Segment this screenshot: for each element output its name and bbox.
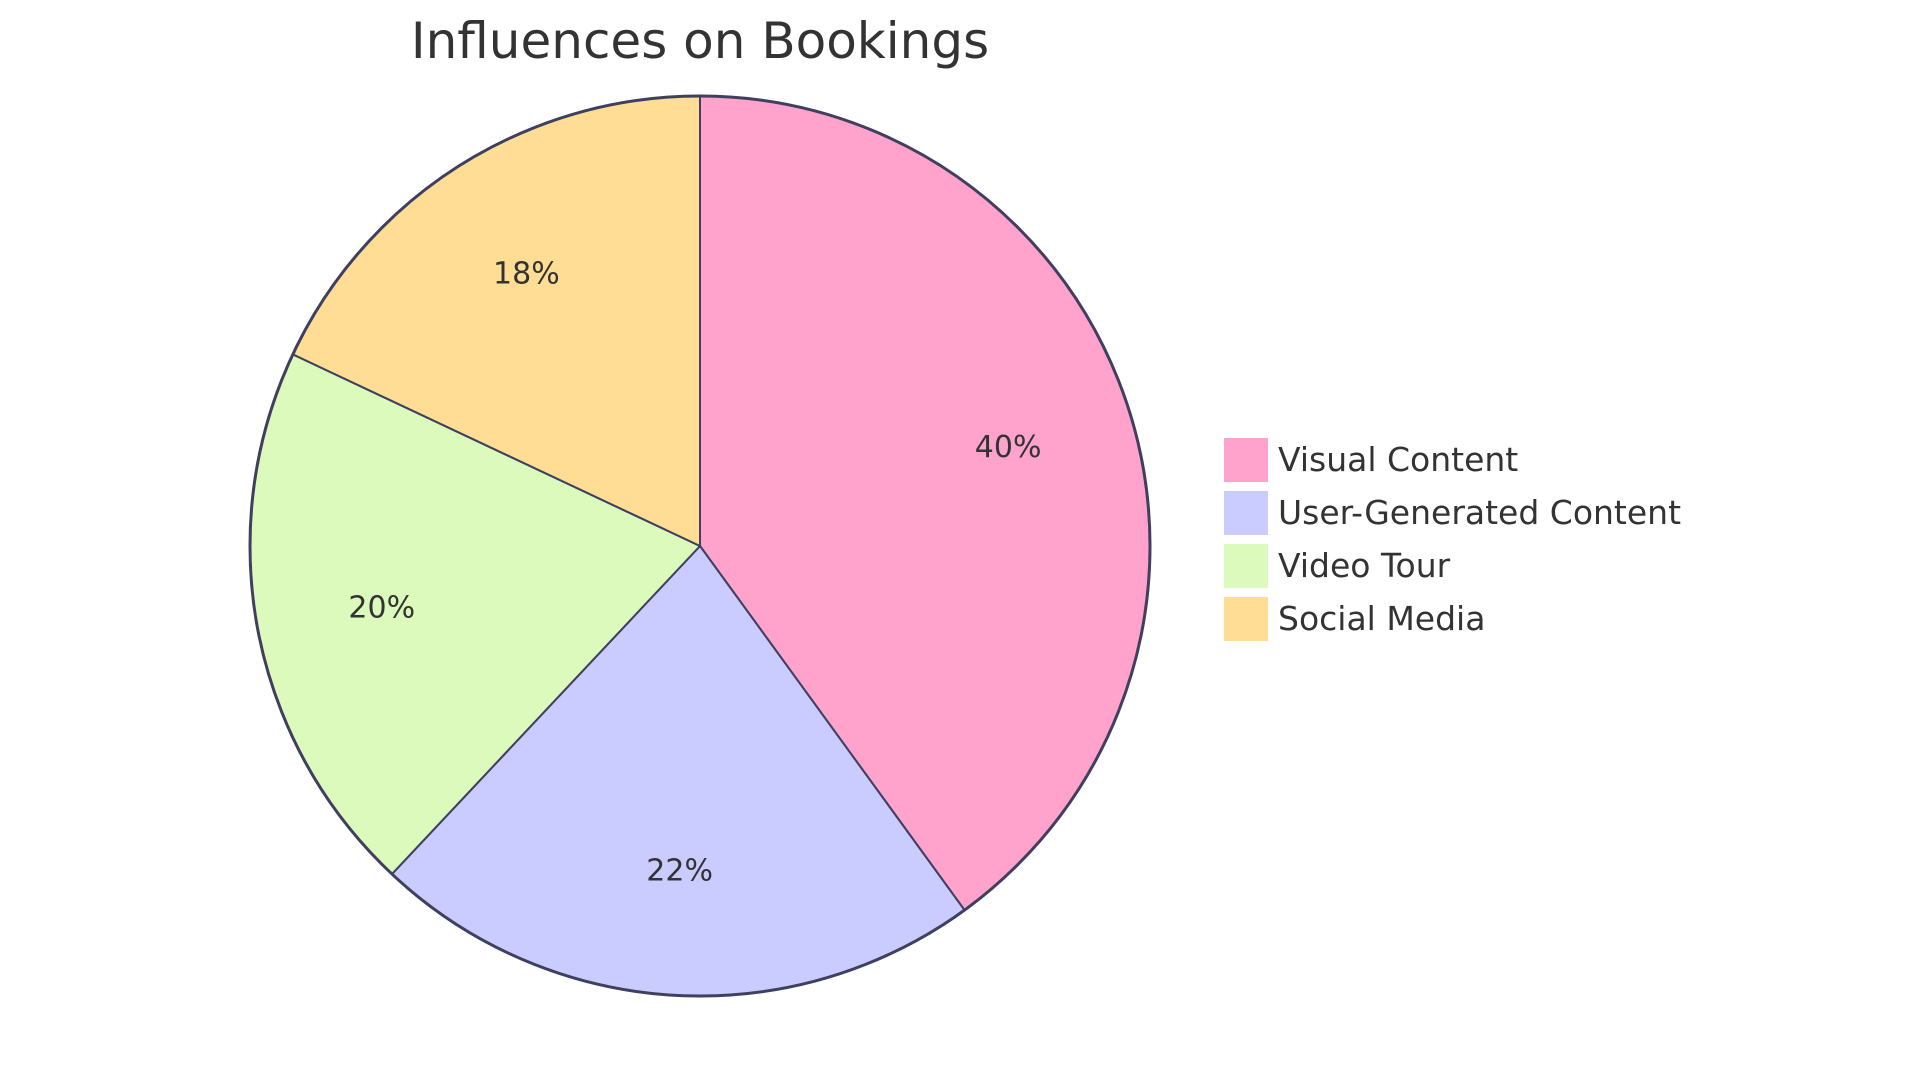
legend-item-user-generated-content: User-Generated Content	[1224, 491, 1681, 535]
slice-label-user-generated-content: 22%	[646, 853, 713, 888]
legend-swatch-user-generated-content	[1224, 491, 1268, 535]
legend-item-visual-content: Visual Content	[1224, 438, 1518, 482]
legend-label-social-media: Social Media	[1278, 599, 1485, 638]
slice-label-social-media: 18%	[493, 256, 560, 291]
legend-item-social-media: Social Media	[1224, 597, 1485, 641]
legend-swatch-video-tour	[1224, 544, 1268, 588]
slice-label-visual-content: 40%	[975, 430, 1042, 465]
legend-label-visual-content: Visual Content	[1278, 440, 1518, 479]
legend: Visual Content User-Generated Content Vide…	[1224, 438, 1681, 641]
legend-swatch-social-media	[1224, 597, 1268, 641]
legend-item-video-tour: Video Tour	[1224, 544, 1451, 588]
slice-label-video-tour: 20%	[348, 591, 415, 626]
pie-slices	[248, 94, 1152, 998]
chart-title: Influences on Bookings	[411, 12, 989, 70]
pie-outline	[248, 94, 1152, 998]
legend-label-video-tour: Video Tour	[1278, 546, 1451, 585]
legend-label-user-generated-content: User-Generated Content	[1278, 493, 1681, 532]
legend-swatch-visual-content	[1224, 438, 1268, 482]
pie-slice-labels: 40% 22% 20% 18%	[348, 256, 1041, 888]
